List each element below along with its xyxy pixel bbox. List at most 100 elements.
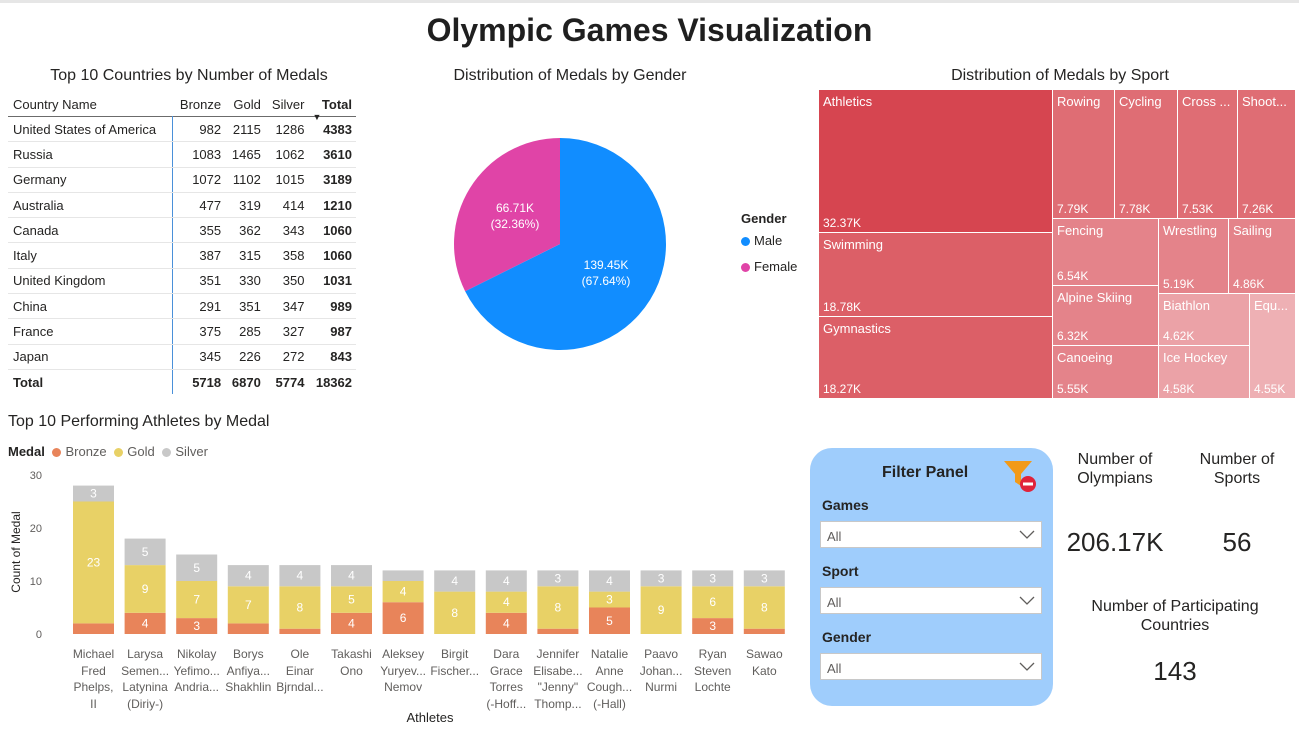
bar-segment-gold[interactable]: [279, 586, 321, 629]
bar-segment-gold[interactable]: [73, 501, 114, 624]
games-dropdown[interactable]: All: [820, 521, 1042, 548]
bar-segment-gold[interactable]: [743, 586, 785, 629]
treemap-cell[interactable]: Gymnastics 18.27K: [818, 316, 1053, 399]
column-header-gold[interactable]: Gold: [233, 96, 261, 112]
bar-segment-bronze[interactable]: [73, 623, 114, 634]
bar-segment-silver[interactable]: [434, 570, 476, 592]
treemap-cell[interactable]: Biathlon 4.62K: [1158, 293, 1250, 346]
y-tick-label: 30: [30, 470, 42, 482]
bar-segment-bronze[interactable]: [485, 612, 527, 634]
legend-item-male[interactable]: Male: [741, 233, 782, 248]
sport-dropdown[interactable]: All: [820, 587, 1042, 614]
table-row[interactable]: France 375 285 327 987: [8, 318, 356, 345]
treemap-cell[interactable]: Ice Hockey 4.58K: [1158, 345, 1250, 399]
legend-item-bronze[interactable]: Bronze: [52, 444, 107, 459]
bar-data-label: 5: [606, 614, 613, 628]
bar-segment-bronze[interactable]: [382, 602, 424, 634]
bar-data-label: 4: [142, 616, 149, 630]
bar-segment-bronze[interactable]: [279, 628, 321, 634]
cell-bronze: 375: [172, 318, 226, 345]
clear-filter-icon[interactable]: [1002, 458, 1042, 494]
bar-segment-silver[interactable]: [485, 570, 527, 592]
bar-segment-bronze[interactable]: [589, 607, 630, 635]
bar-segment-bronze[interactable]: [124, 612, 166, 634]
bar-segment-gold[interactable]: [382, 581, 424, 603]
bar-segment-gold[interactable]: [692, 586, 734, 619]
treemap-cell[interactable]: Rowing 7.79K: [1052, 89, 1115, 219]
x-tick-label-line: (-Hoff...: [486, 696, 527, 711]
bar-data-label: 8: [761, 601, 768, 615]
card-countries-value: 143: [1153, 656, 1197, 686]
treemap-cell-label: Cross ...: [1182, 94, 1231, 109]
treemap-cell[interactable]: Shoot... 7.26K: [1237, 89, 1296, 219]
cell-gold: 362: [225, 217, 265, 244]
legend-item-silver[interactable]: Silver: [162, 444, 208, 459]
gender-dropdown[interactable]: All: [820, 653, 1042, 680]
treemap-cell[interactable]: Athletics 32.37K: [818, 89, 1053, 233]
table-row[interactable]: Russia 1083 1465 1062 3610: [8, 141, 356, 168]
table-row[interactable]: Italy 387 315 358 1060: [8, 242, 356, 269]
table-row[interactable]: Canada 355 362 343 1060: [8, 217, 356, 244]
bar-segment-gold[interactable]: [589, 591, 630, 608]
cell-country: Germany: [8, 167, 173, 193]
table-row[interactable]: Japan 345 226 272 843: [8, 344, 356, 370]
bar-segment-gold[interactable]: [434, 591, 476, 634]
column-header-total[interactable]: Total ▼: [308, 92, 356, 123]
column-header-silver[interactable]: Silver: [271, 96, 305, 112]
treemap-cell-label: Canoeing: [1057, 350, 1113, 365]
x-tick-label-line: Fischer...: [430, 663, 480, 678]
table-row[interactable]: Australia 477 319 414 1210: [8, 192, 356, 219]
athletes-chart-title: Top 10 Performing Athletes by Medal: [8, 413, 270, 430]
bar-data-label: 3: [709, 619, 716, 633]
bar-segment-silver[interactable]: [124, 538, 166, 566]
bar-segment-gold[interactable]: [176, 581, 218, 619]
pie-slice-male[interactable]: [465, 138, 666, 350]
bar-segment-silver[interactable]: [73, 485, 114, 502]
bar-segment-silver[interactable]: [640, 570, 682, 587]
bar-segment-silver[interactable]: [331, 565, 372, 587]
pie-slice-female[interactable]: [454, 138, 560, 292]
table-row[interactable]: Germany 1072 1102 1015 3189: [8, 167, 356, 193]
bar-segment-bronze[interactable]: [331, 612, 372, 634]
bar-segment-silver[interactable]: [537, 570, 579, 587]
treemap-cell[interactable]: Canoeing 5.55K: [1052, 345, 1159, 399]
x-tick-label-line: Fred: [81, 663, 106, 678]
legend-item-gold[interactable]: Gold: [114, 444, 155, 459]
bar-segment-bronze[interactable]: [537, 628, 579, 634]
bar-segment-bronze[interactable]: [227, 623, 269, 634]
cell-total-label: Total: [8, 369, 173, 395]
legend-item-female[interactable]: Female: [741, 259, 797, 274]
treemap-cell[interactable]: Sailing 4.86K: [1228, 218, 1296, 294]
cell-total: 3189: [308, 167, 356, 193]
bar-segment-silver[interactable]: [589, 570, 630, 592]
treemap-cell[interactable]: Cross ... 7.53K: [1177, 89, 1238, 219]
x-tick-label: Ryan Steven Lochte: [684, 646, 741, 696]
table-row[interactable]: United Kingdom 351 330 350 1031: [8, 268, 356, 295]
bar-segment-bronze[interactable]: [692, 618, 734, 634]
treemap-cell[interactable]: Alpine Skiing 6.32K: [1052, 285, 1159, 346]
bar-segment-silver[interactable]: [382, 570, 424, 581]
treemap-cell[interactable]: Fencing 6.54K: [1052, 218, 1159, 286]
treemap-cell[interactable]: Cycling 7.78K: [1114, 89, 1178, 219]
column-header-bronze[interactable]: Bronze: [179, 96, 222, 112]
bar-segment-silver[interactable]: [743, 570, 785, 587]
bar-segment-silver[interactable]: [227, 565, 269, 587]
bar-segment-silver[interactable]: [692, 570, 734, 587]
bar-segment-gold[interactable]: [537, 586, 579, 629]
bar-segment-gold[interactable]: [124, 565, 166, 613]
table-row[interactable]: China 291 351 347 989: [8, 293, 356, 320]
column-header-country[interactable]: Country Name: [13, 96, 97, 112]
bar-segment-gold[interactable]: [640, 586, 682, 634]
bar-segment-gold[interactable]: [227, 586, 269, 624]
treemap-cell[interactable]: Swimming 18.78K: [818, 232, 1053, 317]
bar-segment-bronze[interactable]: [743, 628, 785, 634]
treemap-cell[interactable]: Wrestling 5.19K: [1158, 218, 1229, 294]
bar-segment-silver[interactable]: [176, 554, 218, 582]
treemap-cell[interactable]: Equ... 4.55K: [1249, 293, 1296, 399]
table-row[interactable]: United States of America 982 2115 1286 4383: [8, 116, 356, 143]
bar-segment-bronze[interactable]: [176, 618, 218, 634]
bar-segment-gold[interactable]: [485, 591, 527, 613]
bar-segment-gold[interactable]: [331, 586, 372, 613]
card-olympians-label: Number of Olympians: [1055, 450, 1175, 488]
bar-segment-silver[interactable]: [279, 565, 321, 587]
